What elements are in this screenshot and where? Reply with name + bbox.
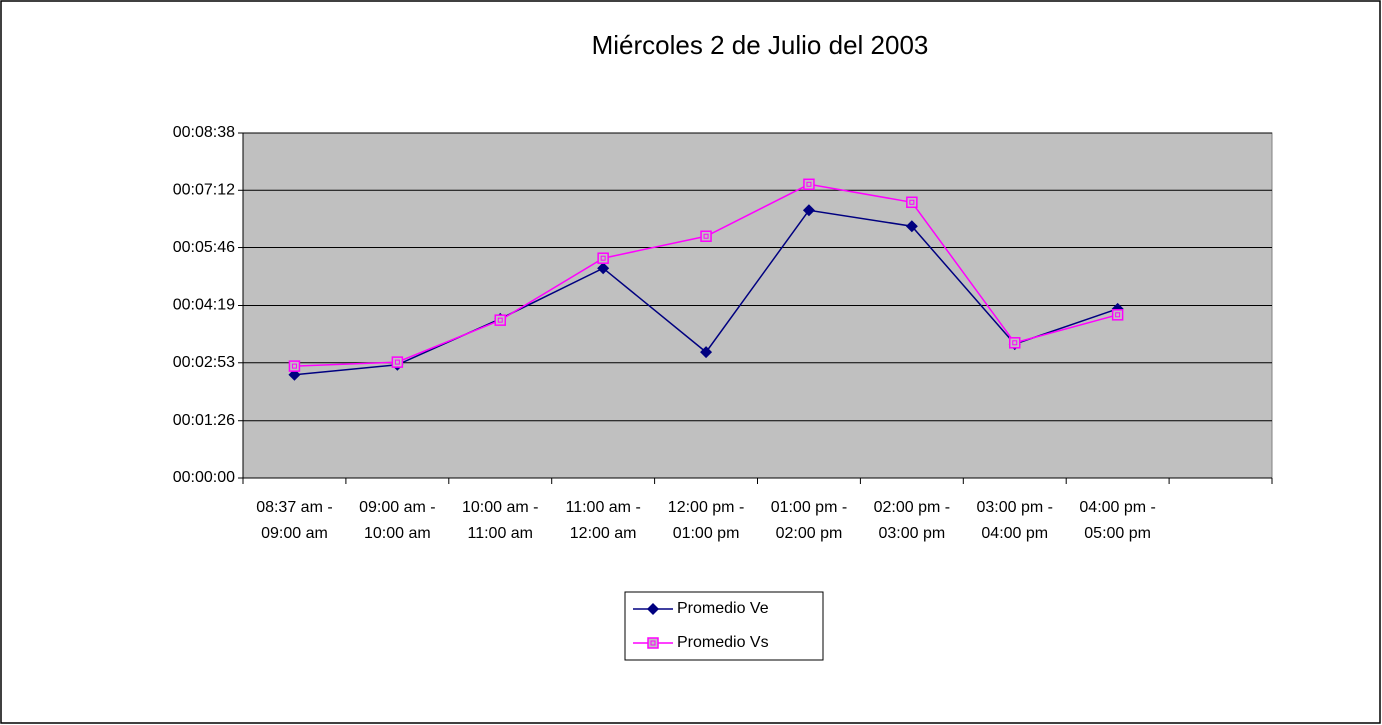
y-tick-label: 00:08:38 xyxy=(173,124,235,141)
point xyxy=(803,178,815,191)
y-tick-label: 00:05:46 xyxy=(173,239,235,256)
point xyxy=(802,204,815,217)
point xyxy=(597,252,609,264)
point xyxy=(1009,337,1021,349)
legend-label: Promedio Ve xyxy=(677,600,769,617)
legend-label: Promedio Vs xyxy=(677,634,769,651)
point xyxy=(391,356,404,368)
point xyxy=(700,346,713,359)
x-tick-label: 04:00 pm - 05:00 pm xyxy=(1079,499,1156,542)
y-tick-label: 00:01:26 xyxy=(173,412,235,429)
x-tick-label: 02:00 pm - 03:00 pm xyxy=(873,499,951,542)
point xyxy=(1111,309,1124,321)
point xyxy=(647,637,659,649)
y-tick-label: 00:00:00 xyxy=(173,469,235,486)
point-inner xyxy=(703,233,709,239)
point xyxy=(700,230,712,242)
point xyxy=(597,262,610,275)
point xyxy=(906,196,918,209)
point-inner xyxy=(600,255,606,261)
x-tick-label: 10:00 am - 11:00 am xyxy=(462,499,539,542)
x-tick-label: 11:00 am - 12:00 am xyxy=(565,499,641,542)
point-inner xyxy=(291,363,297,369)
y-tick-label: 00:07:12 xyxy=(173,181,235,198)
x-tick-label: 01:00 pm - 02:00 pm xyxy=(770,499,848,542)
y-tick-label: 00:02:53 xyxy=(173,354,235,371)
point-inner xyxy=(1115,312,1121,318)
point-inner xyxy=(806,181,812,187)
point-inner xyxy=(497,317,503,323)
x-tick-label: 08:37 am - 09:00 am xyxy=(256,499,333,542)
point-inner xyxy=(394,359,400,365)
point xyxy=(647,603,659,615)
x-tick-label: 09:00 am - 10:00 am xyxy=(359,499,436,542)
point xyxy=(288,360,301,372)
point xyxy=(494,314,506,326)
point xyxy=(905,220,918,233)
chart-title: Miércoles 2 de Julio del 2003 xyxy=(592,30,929,60)
point-inner xyxy=(1012,340,1018,346)
point-inner xyxy=(909,199,915,205)
x-tick-label: 03:00 pm - 04:00 pm xyxy=(976,499,1053,542)
point-inner xyxy=(650,640,656,646)
y-tick-label: 00:04:19 xyxy=(173,297,235,314)
x-tick-label: 12:00 pm - 01:00 pm xyxy=(667,499,745,542)
